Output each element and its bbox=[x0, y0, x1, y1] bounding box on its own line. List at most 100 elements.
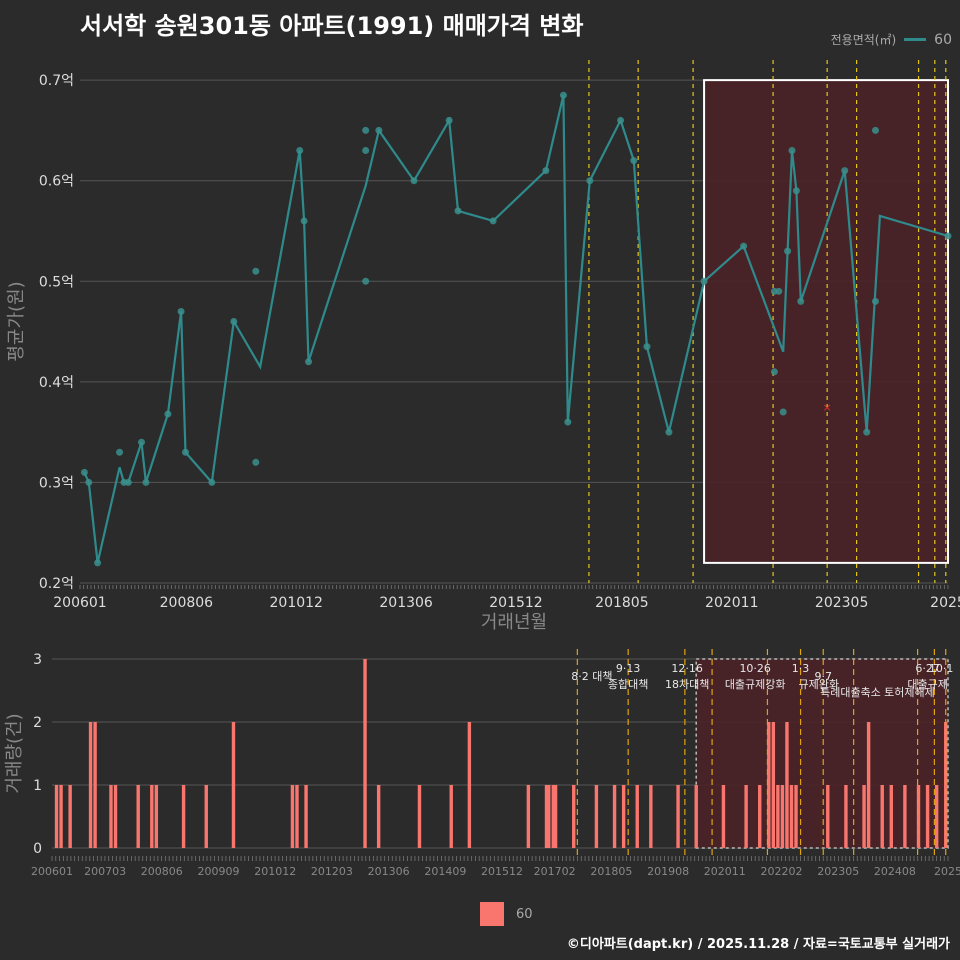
y-axis-title: 평균가(원) bbox=[6, 281, 27, 361]
policy-annotation: 규제완화 bbox=[798, 678, 838, 691]
bar-x-tick-label: 202305 bbox=[817, 865, 859, 878]
price-point bbox=[630, 157, 638, 165]
x-tick-label: 200806 bbox=[160, 595, 214, 611]
policy-annotation: 9·13 bbox=[616, 662, 641, 675]
volume-bar bbox=[181, 785, 186, 848]
bar-y-axis-title: 거래량(건) bbox=[4, 713, 25, 793]
price-point bbox=[788, 147, 796, 155]
bar-x-tick-label: 202408 bbox=[874, 865, 916, 878]
volume-bar bbox=[88, 722, 93, 848]
volume-bar bbox=[771, 722, 776, 848]
bar-x-tick-label: 201409 bbox=[424, 865, 466, 878]
price-point bbox=[586, 177, 594, 185]
volume-bar bbox=[547, 785, 551, 848]
volume-bar bbox=[903, 785, 907, 848]
price-point bbox=[80, 468, 88, 476]
price-point bbox=[124, 478, 132, 486]
volume-bar bbox=[862, 785, 866, 848]
policy-annotation: 특례대출축소 bbox=[820, 686, 881, 699]
volume-bar bbox=[635, 785, 639, 848]
price-point bbox=[410, 177, 418, 185]
price-point bbox=[454, 207, 462, 215]
volume-bar bbox=[376, 785, 381, 848]
bar-x-tick-label: 200601 bbox=[31, 865, 73, 878]
volume-bar bbox=[744, 785, 748, 848]
volume-bar bbox=[551, 785, 556, 848]
bar-x-tick-label: 201203 bbox=[311, 865, 353, 878]
x-tick-label: 201805 bbox=[595, 595, 648, 611]
volume-bar bbox=[826, 785, 830, 848]
bar-legend-swatch bbox=[480, 902, 504, 926]
volume-bar bbox=[676, 785, 680, 848]
policy-annotation: 10·1 bbox=[929, 662, 954, 675]
price-point bbox=[542, 167, 550, 175]
bar-x-tick-label: 202202 bbox=[761, 865, 803, 878]
price-point bbox=[116, 448, 124, 456]
price-point bbox=[252, 267, 260, 275]
volume-bar bbox=[136, 785, 140, 848]
price-point bbox=[559, 91, 567, 99]
volume-bar bbox=[889, 785, 893, 848]
volume-bar bbox=[572, 785, 576, 848]
bar-x-tick-label: 201702 bbox=[534, 865, 576, 878]
price-point bbox=[944, 232, 952, 240]
volume-bar bbox=[295, 785, 299, 848]
policy-annotation: 대출규제강화 bbox=[725, 678, 786, 691]
price-point bbox=[797, 297, 805, 305]
volume-bar bbox=[844, 785, 848, 848]
policy-annotation: 12·16 bbox=[671, 662, 703, 675]
bar-x-tick-label: 201908 bbox=[647, 865, 689, 878]
volume-bar bbox=[68, 785, 72, 848]
x-axis-title: 거래년월 bbox=[481, 612, 547, 633]
footer-credit: ©디아파트(dapt.kr) / 2025.11.28 / 자료=국토교통부 실… bbox=[566, 937, 950, 952]
volume-bar bbox=[526, 785, 531, 848]
volume-bar bbox=[776, 785, 780, 848]
y-tick-label: 0.7억 bbox=[39, 73, 74, 89]
volume-bar bbox=[880, 785, 884, 848]
price-point bbox=[181, 448, 189, 456]
bar-y-tick-label: 1 bbox=[33, 778, 42, 794]
bar-legend-label: 60 bbox=[516, 906, 533, 922]
bar-x-tick-label: 201512 bbox=[481, 865, 523, 878]
volume-bar bbox=[467, 722, 472, 848]
volume-bar bbox=[934, 785, 939, 848]
price-point bbox=[779, 408, 787, 416]
price-point bbox=[784, 247, 792, 255]
price-point bbox=[445, 116, 453, 124]
price-point bbox=[665, 428, 673, 436]
bar-legend: 60 bbox=[480, 902, 533, 926]
volume-bar bbox=[544, 785, 549, 848]
y-tick-label: 0.5억 bbox=[39, 274, 74, 290]
price-point bbox=[208, 478, 216, 486]
volume-bar bbox=[290, 785, 295, 848]
bar-x-tick-label: 2025 bbox=[934, 865, 960, 878]
price-point bbox=[94, 559, 102, 567]
chart-title: 서서학 송원301동 아파트(1991) 매매가격 변화 bbox=[80, 12, 584, 40]
price-point bbox=[841, 167, 849, 175]
x-tick-label: 201306 bbox=[379, 595, 433, 611]
bar-y-tick-label: 2 bbox=[33, 715, 42, 731]
volume-bar bbox=[649, 785, 653, 848]
volume-bar bbox=[154, 785, 159, 848]
volume-bar bbox=[758, 785, 762, 848]
legend: 전용면적(㎡) 60 bbox=[831, 31, 952, 48]
price-point bbox=[489, 217, 497, 225]
volume-bar bbox=[363, 659, 367, 848]
volume-bar bbox=[925, 785, 930, 848]
price-point bbox=[164, 410, 172, 418]
x-tick-label: 202305 bbox=[815, 595, 868, 611]
y-tick-label: 0.6억 bbox=[39, 174, 74, 190]
volume-bar bbox=[231, 722, 236, 848]
price-point bbox=[775, 287, 783, 295]
price-point bbox=[871, 297, 879, 305]
volume-bar bbox=[553, 785, 558, 848]
price-point bbox=[564, 418, 572, 426]
y-tick-label: 0.2억 bbox=[39, 576, 74, 592]
volume-bar bbox=[59, 785, 63, 848]
volume-bar bbox=[694, 785, 698, 848]
price-point bbox=[142, 478, 150, 486]
price-point bbox=[177, 307, 185, 315]
bar-y-tick-label: 3 bbox=[33, 652, 42, 668]
volume-bar bbox=[621, 785, 626, 848]
